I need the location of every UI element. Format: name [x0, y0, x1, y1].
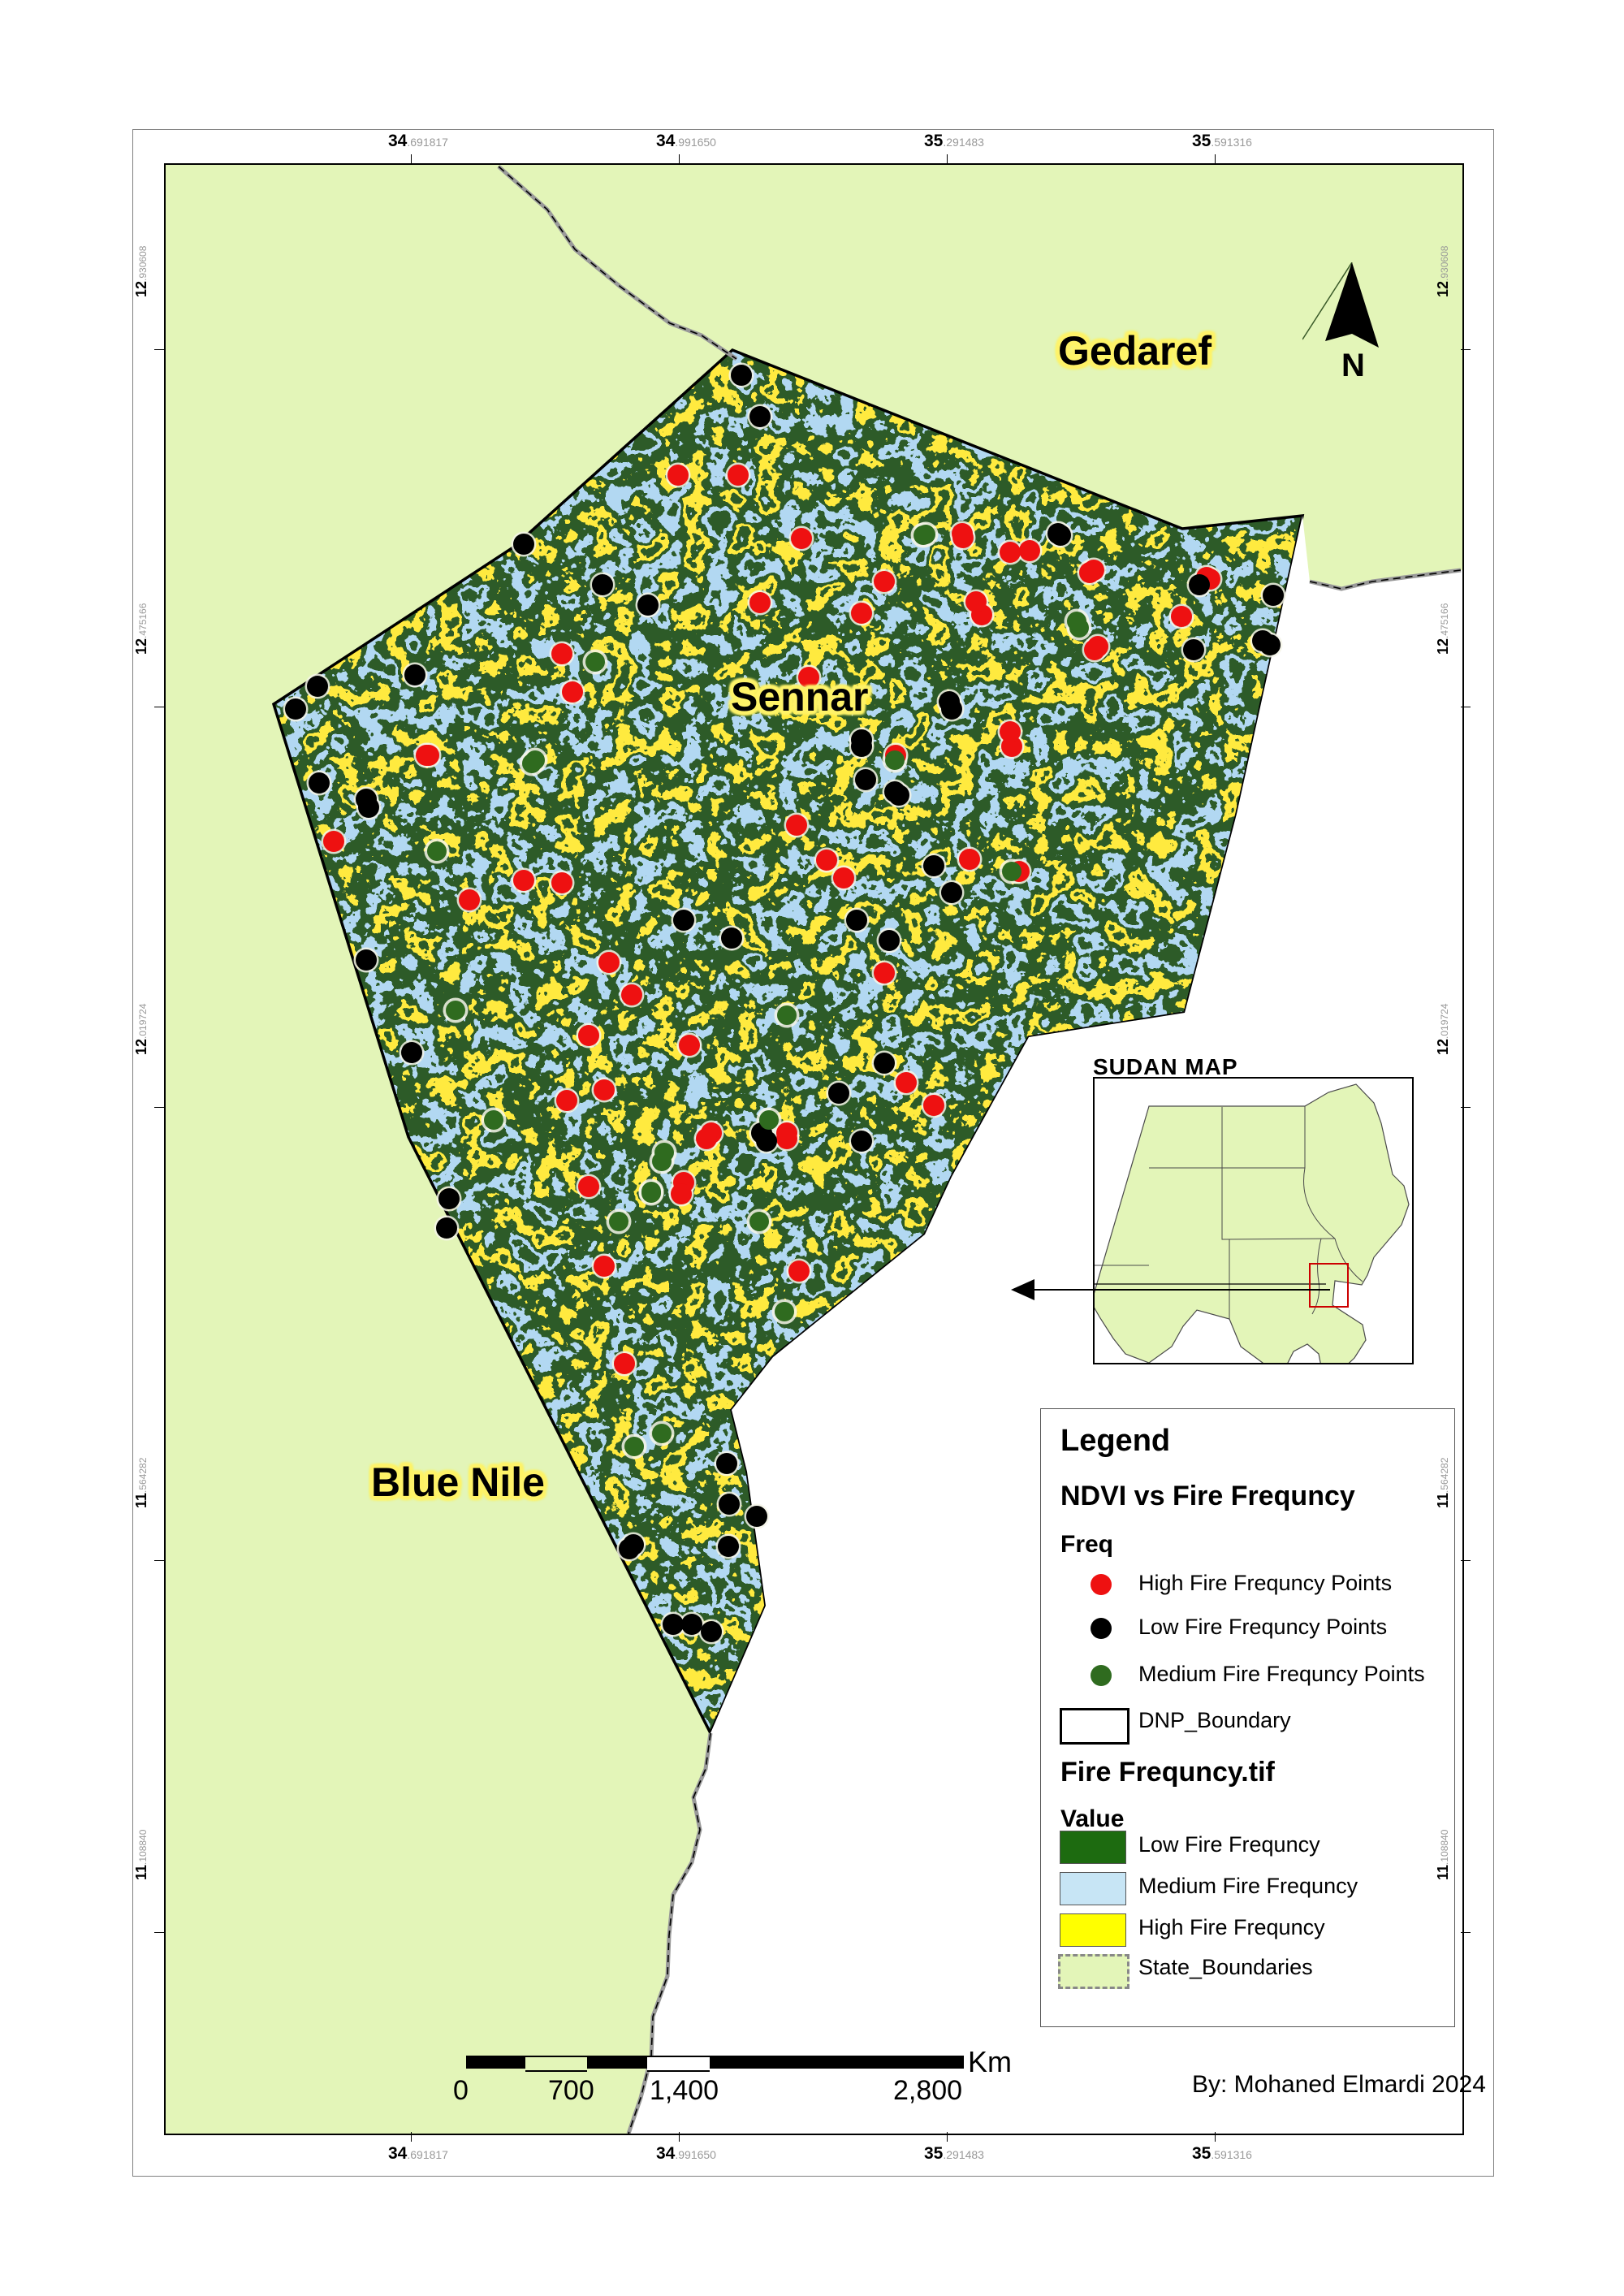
svg-text:N: N [1341, 348, 1365, 376]
